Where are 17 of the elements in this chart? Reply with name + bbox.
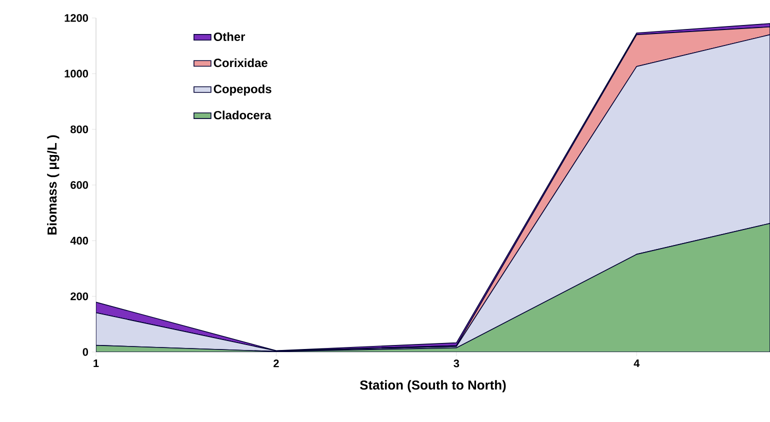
x-tick-label: 4 (634, 360, 640, 368)
x-tick-label: 3 (454, 360, 460, 368)
x-tick-label: 1 (94, 360, 99, 368)
legend-label: Corixidae (214, 58, 268, 68)
legend-label: Cladocera (214, 110, 272, 120)
legend-label: Other (214, 32, 246, 41)
y-tick-label: 0 (82, 348, 88, 356)
legend-label: Copepods (214, 84, 272, 96)
x-axis-title: Station (South to North) (360, 380, 506, 392)
y-axis-title: Biomass ( μg/L ) (47, 135, 60, 235)
y-tick-label: 200 (70, 292, 88, 300)
y-tick-label: 1200 (64, 14, 88, 22)
x-tick-label: 2 (274, 360, 279, 368)
y-tick-label: 400 (70, 236, 88, 245)
y-tick-label: 1000 (64, 70, 88, 78)
y-tick-label: 800 (70, 125, 88, 134)
y-tick-label: 600 (70, 181, 88, 189)
